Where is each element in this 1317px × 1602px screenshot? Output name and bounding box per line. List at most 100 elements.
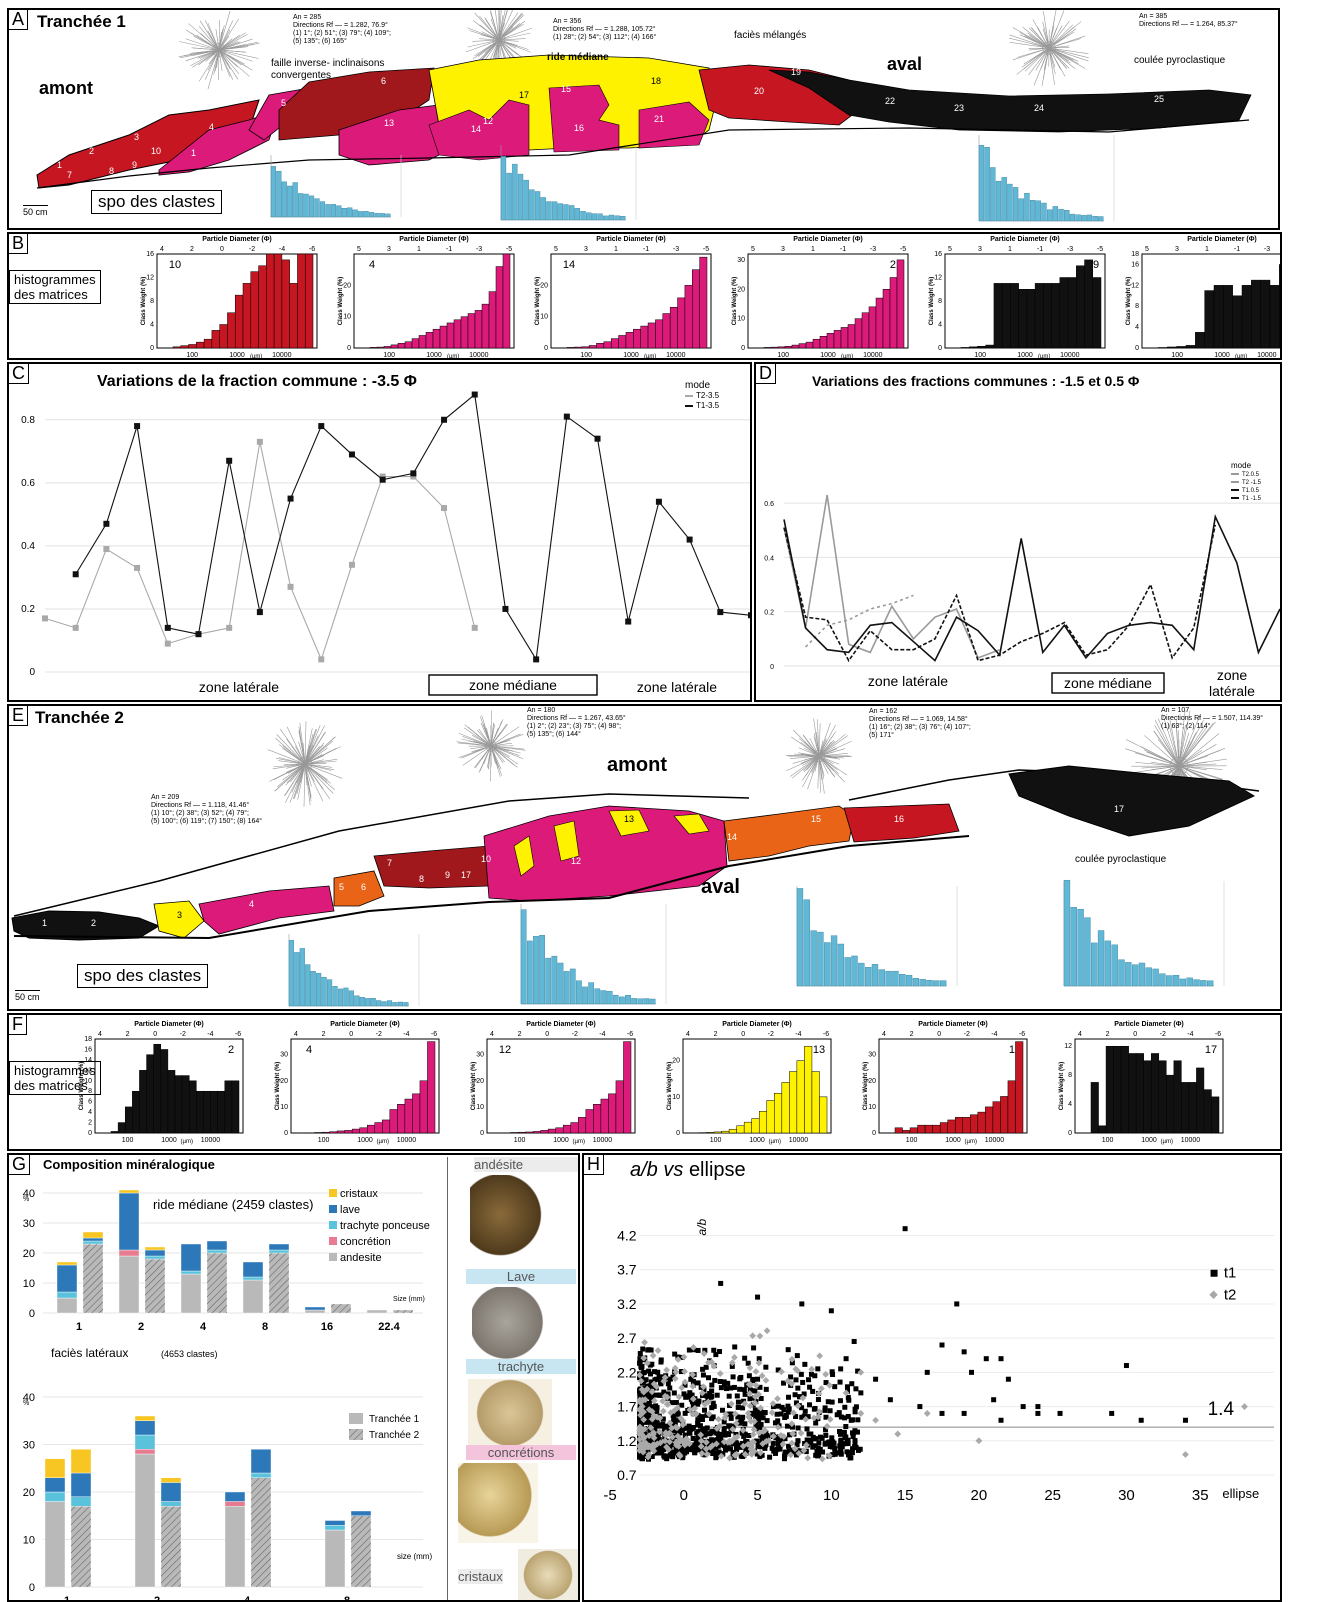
data-point — [533, 656, 540, 663]
legend-label: t2 — [1224, 1287, 1237, 1304]
data-point — [742, 1391, 748, 1397]
data-point — [751, 1399, 759, 1407]
hist-ylabel: Class Weight (%) — [1059, 1062, 1065, 1111]
data-point — [852, 1428, 858, 1434]
hist-phi-tick: -1 — [840, 246, 846, 253]
data-point — [695, 1444, 701, 1450]
legend-title: mode — [1231, 461, 1252, 470]
panel-b: B histogrammes des matrices Particle Dia… — [7, 232, 1282, 360]
data-point — [563, 413, 570, 420]
spo-bar — [837, 943, 845, 987]
hist-x-tick: 1000 — [426, 352, 442, 359]
data-point — [685, 1445, 691, 1451]
data-point — [822, 1405, 828, 1411]
data-point — [837, 1398, 843, 1404]
data-point — [716, 1435, 722, 1441]
size-label: size (mm) — [397, 1552, 432, 1561]
hist-y-tick: 18 — [1131, 251, 1139, 258]
hist-bar — [167, 1070, 176, 1134]
hist-bar — [172, 346, 182, 349]
hist-y-tick: 0 — [676, 1130, 680, 1137]
unit-magenta-14 — [428, 99, 530, 161]
panel-c-label: C — [9, 364, 29, 384]
data-point — [823, 1380, 829, 1386]
stacked-bar-segment — [304, 1309, 326, 1314]
hist-bar — [992, 1101, 1001, 1134]
data-point — [637, 1360, 643, 1366]
hatch-overlay — [269, 1253, 289, 1313]
hist-y-tick: 14 — [84, 1057, 92, 1064]
legend-label: Tranchée 1 — [369, 1414, 420, 1425]
hist-bar — [977, 1111, 986, 1134]
data-point — [690, 1442, 696, 1448]
spo-bar — [892, 970, 899, 987]
hist-y-tick: 30 — [280, 1052, 288, 1059]
matrix-histograms-f: Particle Diameter (Φ)4 2 0 -2 -4 -60246810121… — [79, 1021, 1224, 1145]
unit-red-16 — [843, 803, 960, 843]
data-point — [816, 1453, 822, 1459]
data-point — [755, 1443, 761, 1449]
data-point — [732, 1344, 738, 1350]
y-tick-label: 20 — [23, 1487, 35, 1499]
hist-y-tick: 12 — [84, 1067, 92, 1074]
hist-bar — [728, 1129, 737, 1134]
unit-yellow-3 — [153, 900, 205, 939]
unit-number: 2 — [89, 146, 95, 156]
data-point — [1182, 1417, 1188, 1423]
spo-bar — [618, 996, 625, 1005]
spo-bar — [864, 967, 872, 987]
stacked-bar-segment — [134, 1449, 156, 1455]
rose-center — [1042, 41, 1056, 55]
unit-magenta-4 — [198, 885, 335, 935]
hatch-overlay — [331, 1304, 351, 1313]
data-point — [954, 1301, 960, 1307]
hist-bar — [427, 1041, 436, 1134]
data-point — [757, 1425, 763, 1431]
data-point — [813, 1443, 819, 1449]
hist-bar — [1098, 1125, 1107, 1134]
panel-a-label: A — [9, 10, 29, 30]
spo-bar — [597, 213, 603, 221]
x-tick-label: 22.4 — [378, 1321, 400, 1333]
legend-label: concrétion — [340, 1236, 391, 1248]
x-tick-label: 1 — [76, 1321, 82, 1333]
data-point — [694, 1438, 700, 1444]
hist-bar — [1026, 289, 1036, 349]
data-point — [842, 1404, 848, 1410]
hist-phi-tick: -2 — [376, 1031, 382, 1038]
spo-bar — [594, 988, 601, 1005]
data-point — [737, 1376, 743, 1382]
ride-title: ride médiane (2459 clastes) — [153, 1197, 313, 1212]
data-point — [653, 1392, 659, 1398]
x-tick-label: 35 — [1192, 1487, 1209, 1504]
hist-x-tick: 1000 — [820, 352, 836, 359]
spo-bar — [305, 964, 311, 1007]
rose-petal — [192, 32, 246, 68]
stacked-bar-segment — [118, 1249, 140, 1257]
hist-bar — [811, 1071, 820, 1134]
hist-bar — [117, 1122, 126, 1134]
hist-y-tick: 0 — [88, 1130, 92, 1137]
data-point — [639, 1380, 645, 1386]
stacked-bar-segment — [82, 1237, 104, 1242]
hist-phi-tick: 0 — [741, 1031, 745, 1038]
data-point — [817, 1448, 823, 1454]
stacked-bar-segment — [180, 1270, 202, 1275]
data-point — [813, 1436, 819, 1442]
hist-phi-tick: 4 — [294, 1031, 298, 1038]
unit-number: 16 — [574, 123, 585, 133]
spo-bar — [365, 998, 371, 1007]
data-point — [728, 1385, 734, 1391]
data-point — [718, 1280, 724, 1286]
data-point — [348, 561, 355, 568]
hist-y-tick: 0 — [150, 345, 154, 352]
spo-bar — [591, 213, 598, 221]
lower-outline — [13, 835, 970, 940]
hist-bar — [425, 332, 434, 349]
hist-bar — [1010, 283, 1019, 349]
y-tick-label: 30 — [23, 1440, 35, 1452]
data-point — [762, 1443, 768, 1449]
hist-bar — [615, 1080, 624, 1134]
y-tick-label: 3.7 — [617, 1262, 637, 1278]
hist-phi-tick: 5 — [1145, 246, 1149, 253]
